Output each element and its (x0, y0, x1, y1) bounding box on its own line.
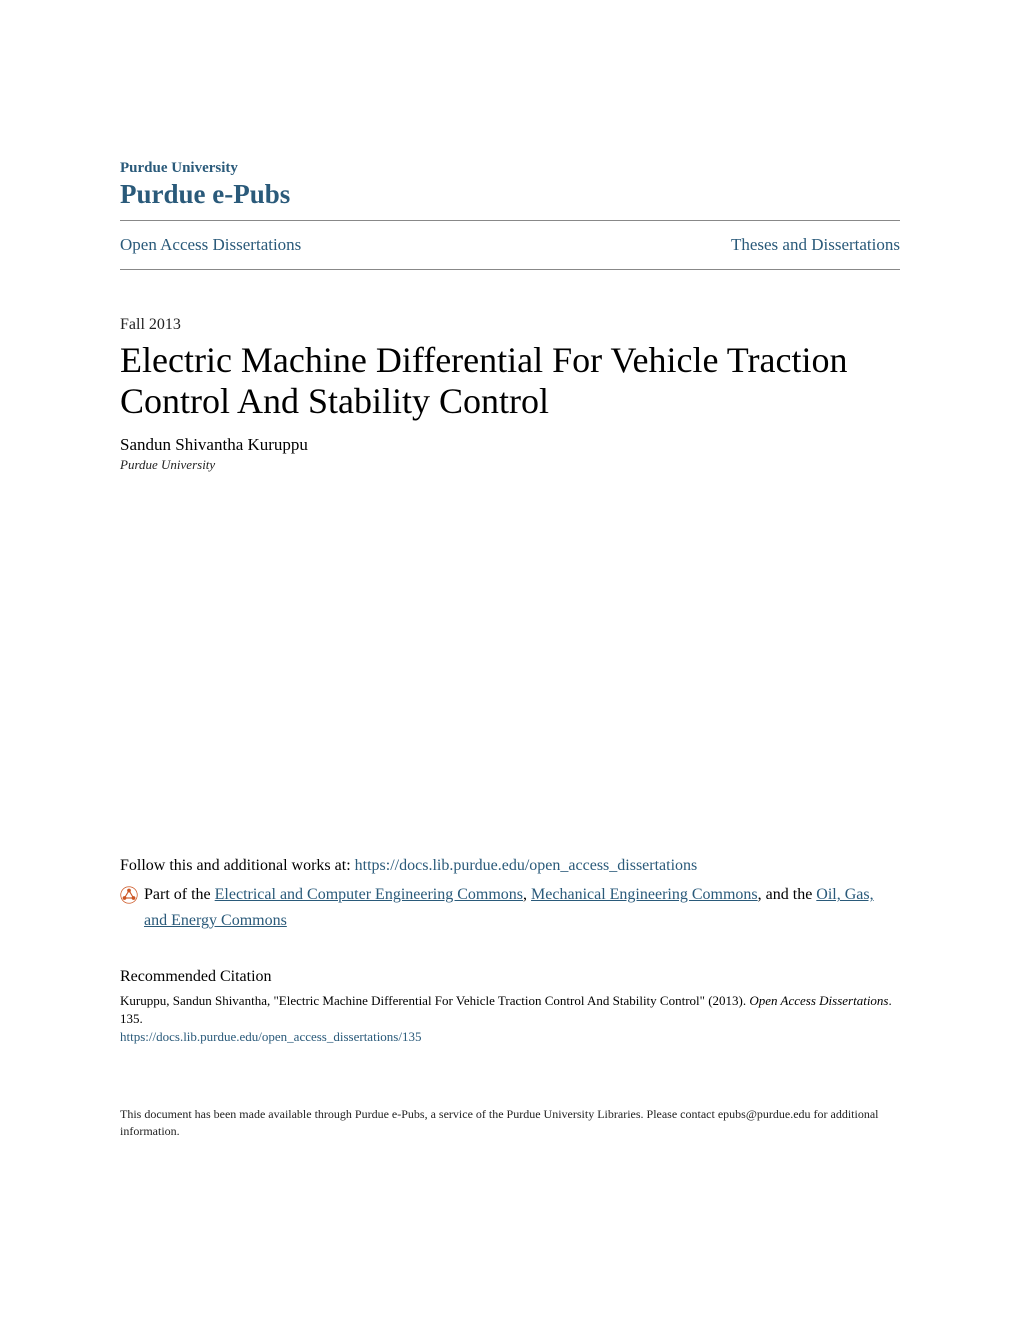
nav-link-collection[interactable]: Open Access Dissertations (120, 235, 301, 255)
author-affiliation: Purdue University (120, 457, 900, 473)
follow-section: Follow this and additional works at: htt… (120, 853, 900, 934)
divider-bottom (120, 269, 900, 270)
nav-link-theses[interactable]: Theses and Dissertations (731, 235, 900, 255)
network-icon (120, 886, 138, 904)
page-title: Electric Machine Differential For Vehicl… (120, 340, 900, 423)
commons-link-me[interactable]: Mechanical Engineering Commons (531, 886, 758, 903)
commons-sep2: , and the (758, 886, 817, 903)
publication-date: Fall 2013 (120, 316, 900, 334)
commons-prefix: Part of the (144, 886, 215, 903)
university-label: Purdue University (120, 160, 900, 177)
footer-note: This document has been made available th… (120, 1106, 900, 1140)
commons-text: Part of the Electrical and Computer Engi… (144, 882, 900, 933)
follow-url-link[interactable]: https://docs.lib.purdue.edu/open_access_… (355, 857, 698, 874)
citation-section: Recommended Citation Kuruppu, Sandun Shi… (120, 968, 900, 1046)
header: Purdue University Purdue e-Pubs (120, 160, 900, 210)
nav-row: Open Access Dissertations Theses and Dis… (120, 221, 900, 269)
commons-link-ece[interactable]: Electrical and Computer Engineering Comm… (215, 886, 523, 903)
commons-row: Part of the Electrical and Computer Engi… (120, 882, 900, 933)
citation-text-italic: Open Access Dissertations (749, 993, 888, 1008)
citation-text-1: Kuruppu, Sandun Shivantha, "Electric Mac… (120, 993, 749, 1008)
repository-name[interactable]: Purdue e-Pubs (120, 179, 900, 210)
follow-prefix: Follow this and additional works at: (120, 857, 355, 874)
follow-line: Follow this and additional works at: htt… (120, 853, 900, 879)
commons-sep1: , (523, 886, 531, 903)
citation-heading: Recommended Citation (120, 968, 900, 986)
citation-url-link[interactable]: https://docs.lib.purdue.edu/open_access_… (120, 1029, 421, 1044)
author-name: Sandun Shivantha Kuruppu (120, 435, 900, 455)
citation-body: Kuruppu, Sandun Shivantha, "Electric Mac… (120, 992, 900, 1028)
